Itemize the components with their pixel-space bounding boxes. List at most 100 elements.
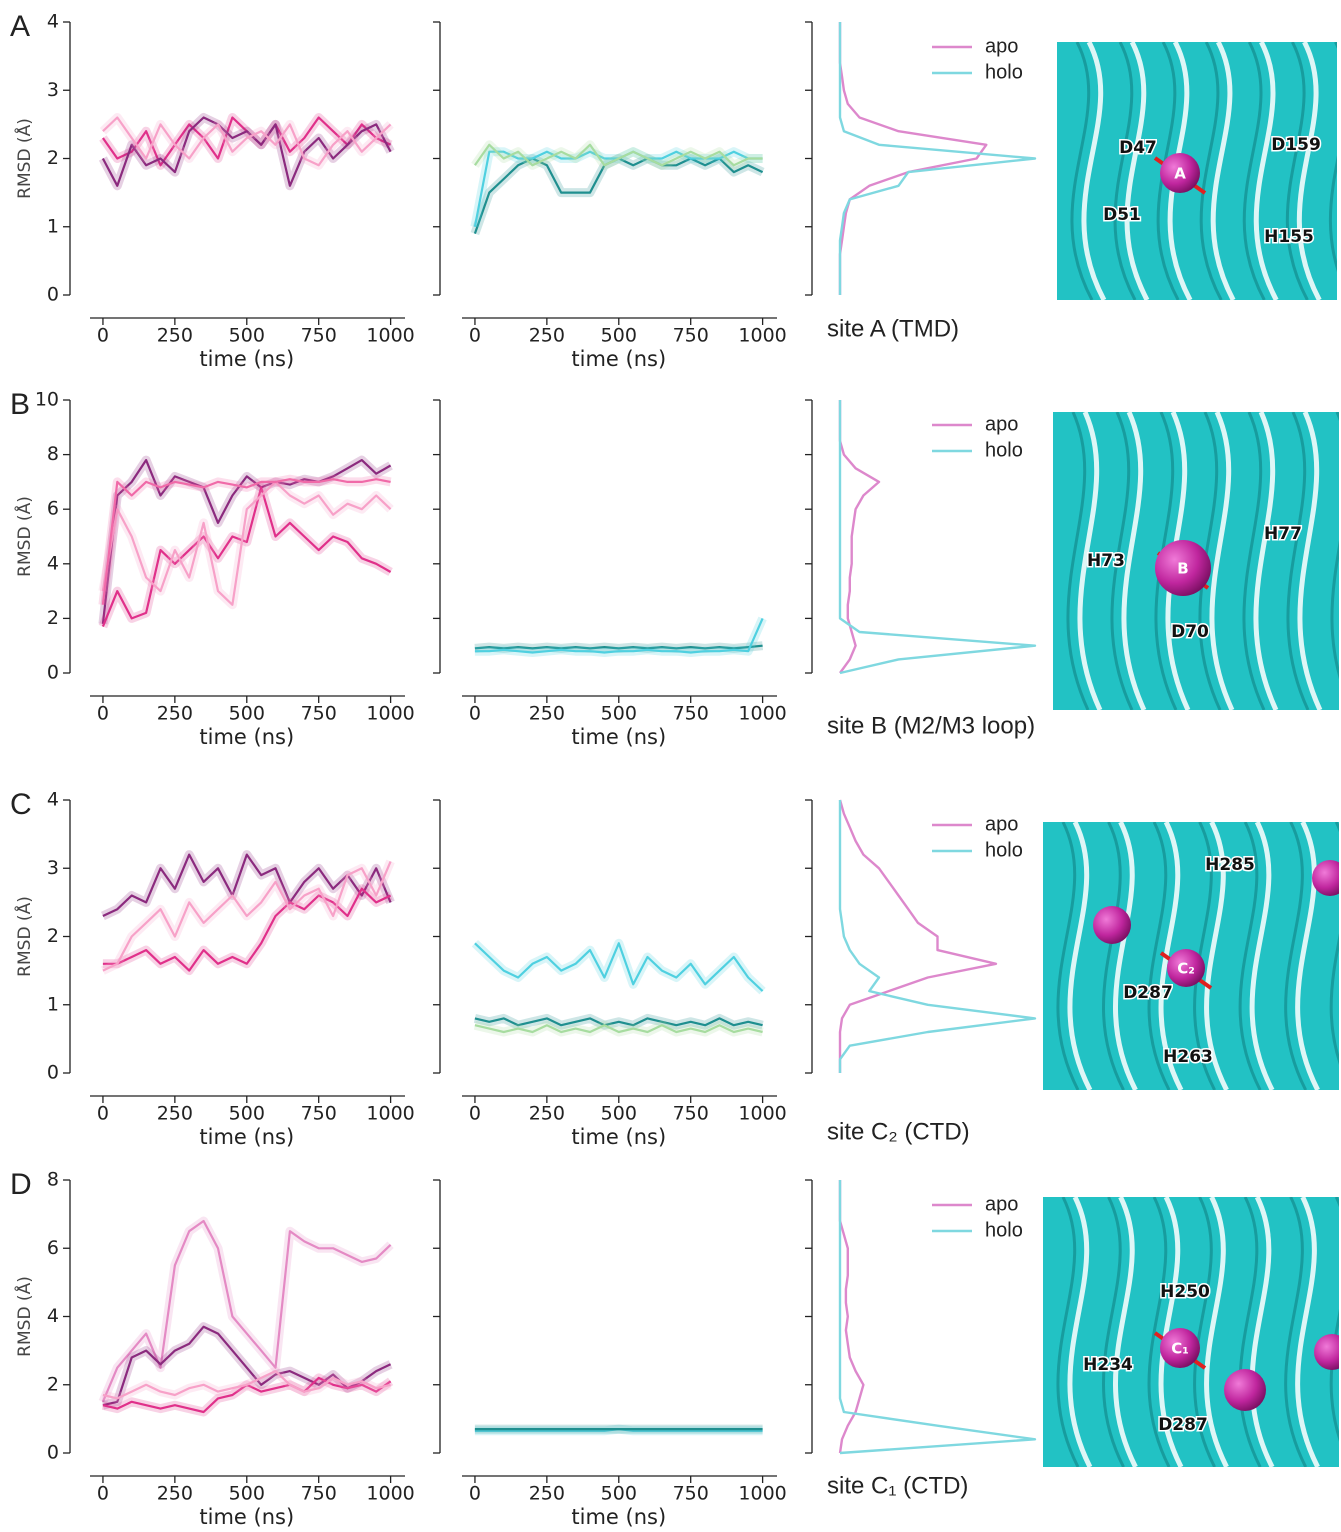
- residue-label: H285: [1205, 855, 1255, 875]
- series-line: [102, 853, 392, 917]
- x-tick-label: 250: [529, 1483, 565, 1505]
- x-tick-label: 1000: [738, 703, 786, 725]
- ribbon-edge: [1242, 412, 1266, 710]
- density-curve: [838, 22, 1037, 295]
- ion: [1160, 153, 1200, 193]
- y-axis-label: RMSD (Å): [13, 118, 35, 199]
- x-tick-label: 500: [601, 1483, 637, 1505]
- ribbon-gap: [1295, 822, 1320, 1090]
- legend-label: apo: [985, 813, 1018, 835]
- x-tick-label: 750: [301, 1483, 337, 1505]
- x-tick-label: 750: [673, 325, 709, 347]
- y-tick-label: 4: [47, 11, 59, 33]
- x-tick-label: 500: [601, 703, 637, 725]
- legend-label: apo: [985, 1193, 1018, 1215]
- x-tick-label: 0: [97, 1483, 109, 1505]
- residue-label: D51: [1103, 205, 1141, 225]
- site-label: site C₂ (CTD): [827, 1118, 970, 1145]
- ribbon-edge: [1102, 1197, 1125, 1467]
- ribbon-gap: [1249, 1197, 1275, 1467]
- panel-letter: D: [10, 1168, 32, 1201]
- ion: [1314, 1334, 1339, 1370]
- ribbon-gap: [1296, 42, 1322, 300]
- series-band: [474, 616, 767, 657]
- ribbon-edge: [1198, 412, 1222, 710]
- x-axis-label: time (ns): [199, 1505, 294, 1529]
- x-tick-label: 250: [529, 703, 565, 725]
- residue-label: H250: [1160, 1282, 1210, 1302]
- residue-label: H234: [1083, 1355, 1133, 1375]
- ribbon-edge: [1284, 1197, 1308, 1467]
- ion: [1155, 540, 1211, 596]
- x-tick-label: 250: [529, 325, 565, 347]
- density-curve: [838, 1180, 865, 1454]
- y-tick-label: 2: [47, 925, 59, 947]
- ribbon-edge: [1242, 42, 1266, 300]
- structure: B H73 H77 D70: [1053, 412, 1339, 710]
- x-axis-label: time (ns): [571, 1505, 666, 1529]
- x-tick-label: 1000: [366, 325, 414, 347]
- x-axis-label: time (ns): [199, 725, 294, 749]
- y-tick-label: 4: [47, 552, 59, 574]
- y-axis-label: RMSD (Å): [13, 1276, 35, 1357]
- x-axis-label: time (ns): [571, 725, 666, 749]
- x-tick-label: 1000: [738, 325, 786, 347]
- ribbon-edge: [1286, 412, 1310, 710]
- density-curve: [838, 400, 1037, 675]
- panel-letter: A: [10, 10, 30, 43]
- y-tick-label: 1: [47, 993, 59, 1015]
- x-tick-label: 250: [157, 1483, 193, 1505]
- ribbon-edge: [1113, 42, 1137, 300]
- residue-label: H263: [1163, 1047, 1213, 1067]
- ribbon-gap: [1249, 822, 1275, 1090]
- x-tick-label: 750: [301, 703, 337, 725]
- x-tick-label: 500: [601, 1103, 637, 1125]
- y-tick-label: 4: [47, 1305, 59, 1327]
- ribbon-gap: [1210, 42, 1236, 300]
- y-tick-label: 0: [47, 1062, 59, 1084]
- legend-label: holo: [985, 1219, 1023, 1241]
- residue-label: D47: [1119, 138, 1157, 158]
- y-tick-label: 10: [35, 389, 59, 411]
- y-tick-label: 4: [47, 789, 59, 811]
- residue-label: D70: [1171, 622, 1209, 642]
- site-label: site B (M2/M3 loop): [827, 712, 1035, 739]
- x-axis-label: time (ns): [199, 1125, 294, 1149]
- x-tick-label: 0: [469, 325, 481, 347]
- ribbon-gap: [1124, 42, 1150, 300]
- x-tick-label: 500: [229, 703, 265, 725]
- structure: C₁ H250 H234 D287: [1043, 1197, 1339, 1467]
- series-line: [101, 486, 392, 628]
- ribbon-edge: [1056, 822, 1080, 1090]
- y-tick-label: 6: [47, 498, 59, 520]
- x-tick-label: 250: [157, 325, 193, 347]
- x-tick-label: 500: [229, 325, 265, 347]
- x-tick-label: 1000: [738, 1483, 786, 1505]
- ribbon-gap: [1121, 412, 1147, 710]
- y-tick-label: 6: [47, 1237, 59, 1259]
- x-tick-label: 0: [469, 703, 481, 725]
- series-line: [474, 617, 764, 654]
- ribbon-gap: [1253, 42, 1279, 300]
- x-tick-label: 0: [97, 1103, 109, 1125]
- ribbon-edge: [1284, 822, 1308, 1090]
- density-curve: [838, 800, 1037, 1073]
- x-tick-label: 1000: [366, 1483, 414, 1505]
- ribbon-edge: [1285, 42, 1309, 300]
- residue-label: H73: [1087, 551, 1125, 571]
- series-line: [474, 942, 764, 992]
- y-tick-label: 1: [47, 215, 59, 237]
- ribbon-gap: [1112, 822, 1138, 1090]
- ribbon-edge: [1329, 822, 1339, 1065]
- density-curve: [838, 400, 881, 674]
- density-curve: [838, 22, 988, 295]
- ribbon-gap: [1297, 412, 1323, 710]
- legend-label: holo: [985, 439, 1023, 461]
- ribbon-gap: [1204, 1197, 1229, 1467]
- y-tick-label: 8: [47, 1169, 59, 1191]
- density-curve: [838, 799, 998, 1073]
- panel-letter: C: [10, 788, 32, 821]
- ion: [1093, 906, 1131, 944]
